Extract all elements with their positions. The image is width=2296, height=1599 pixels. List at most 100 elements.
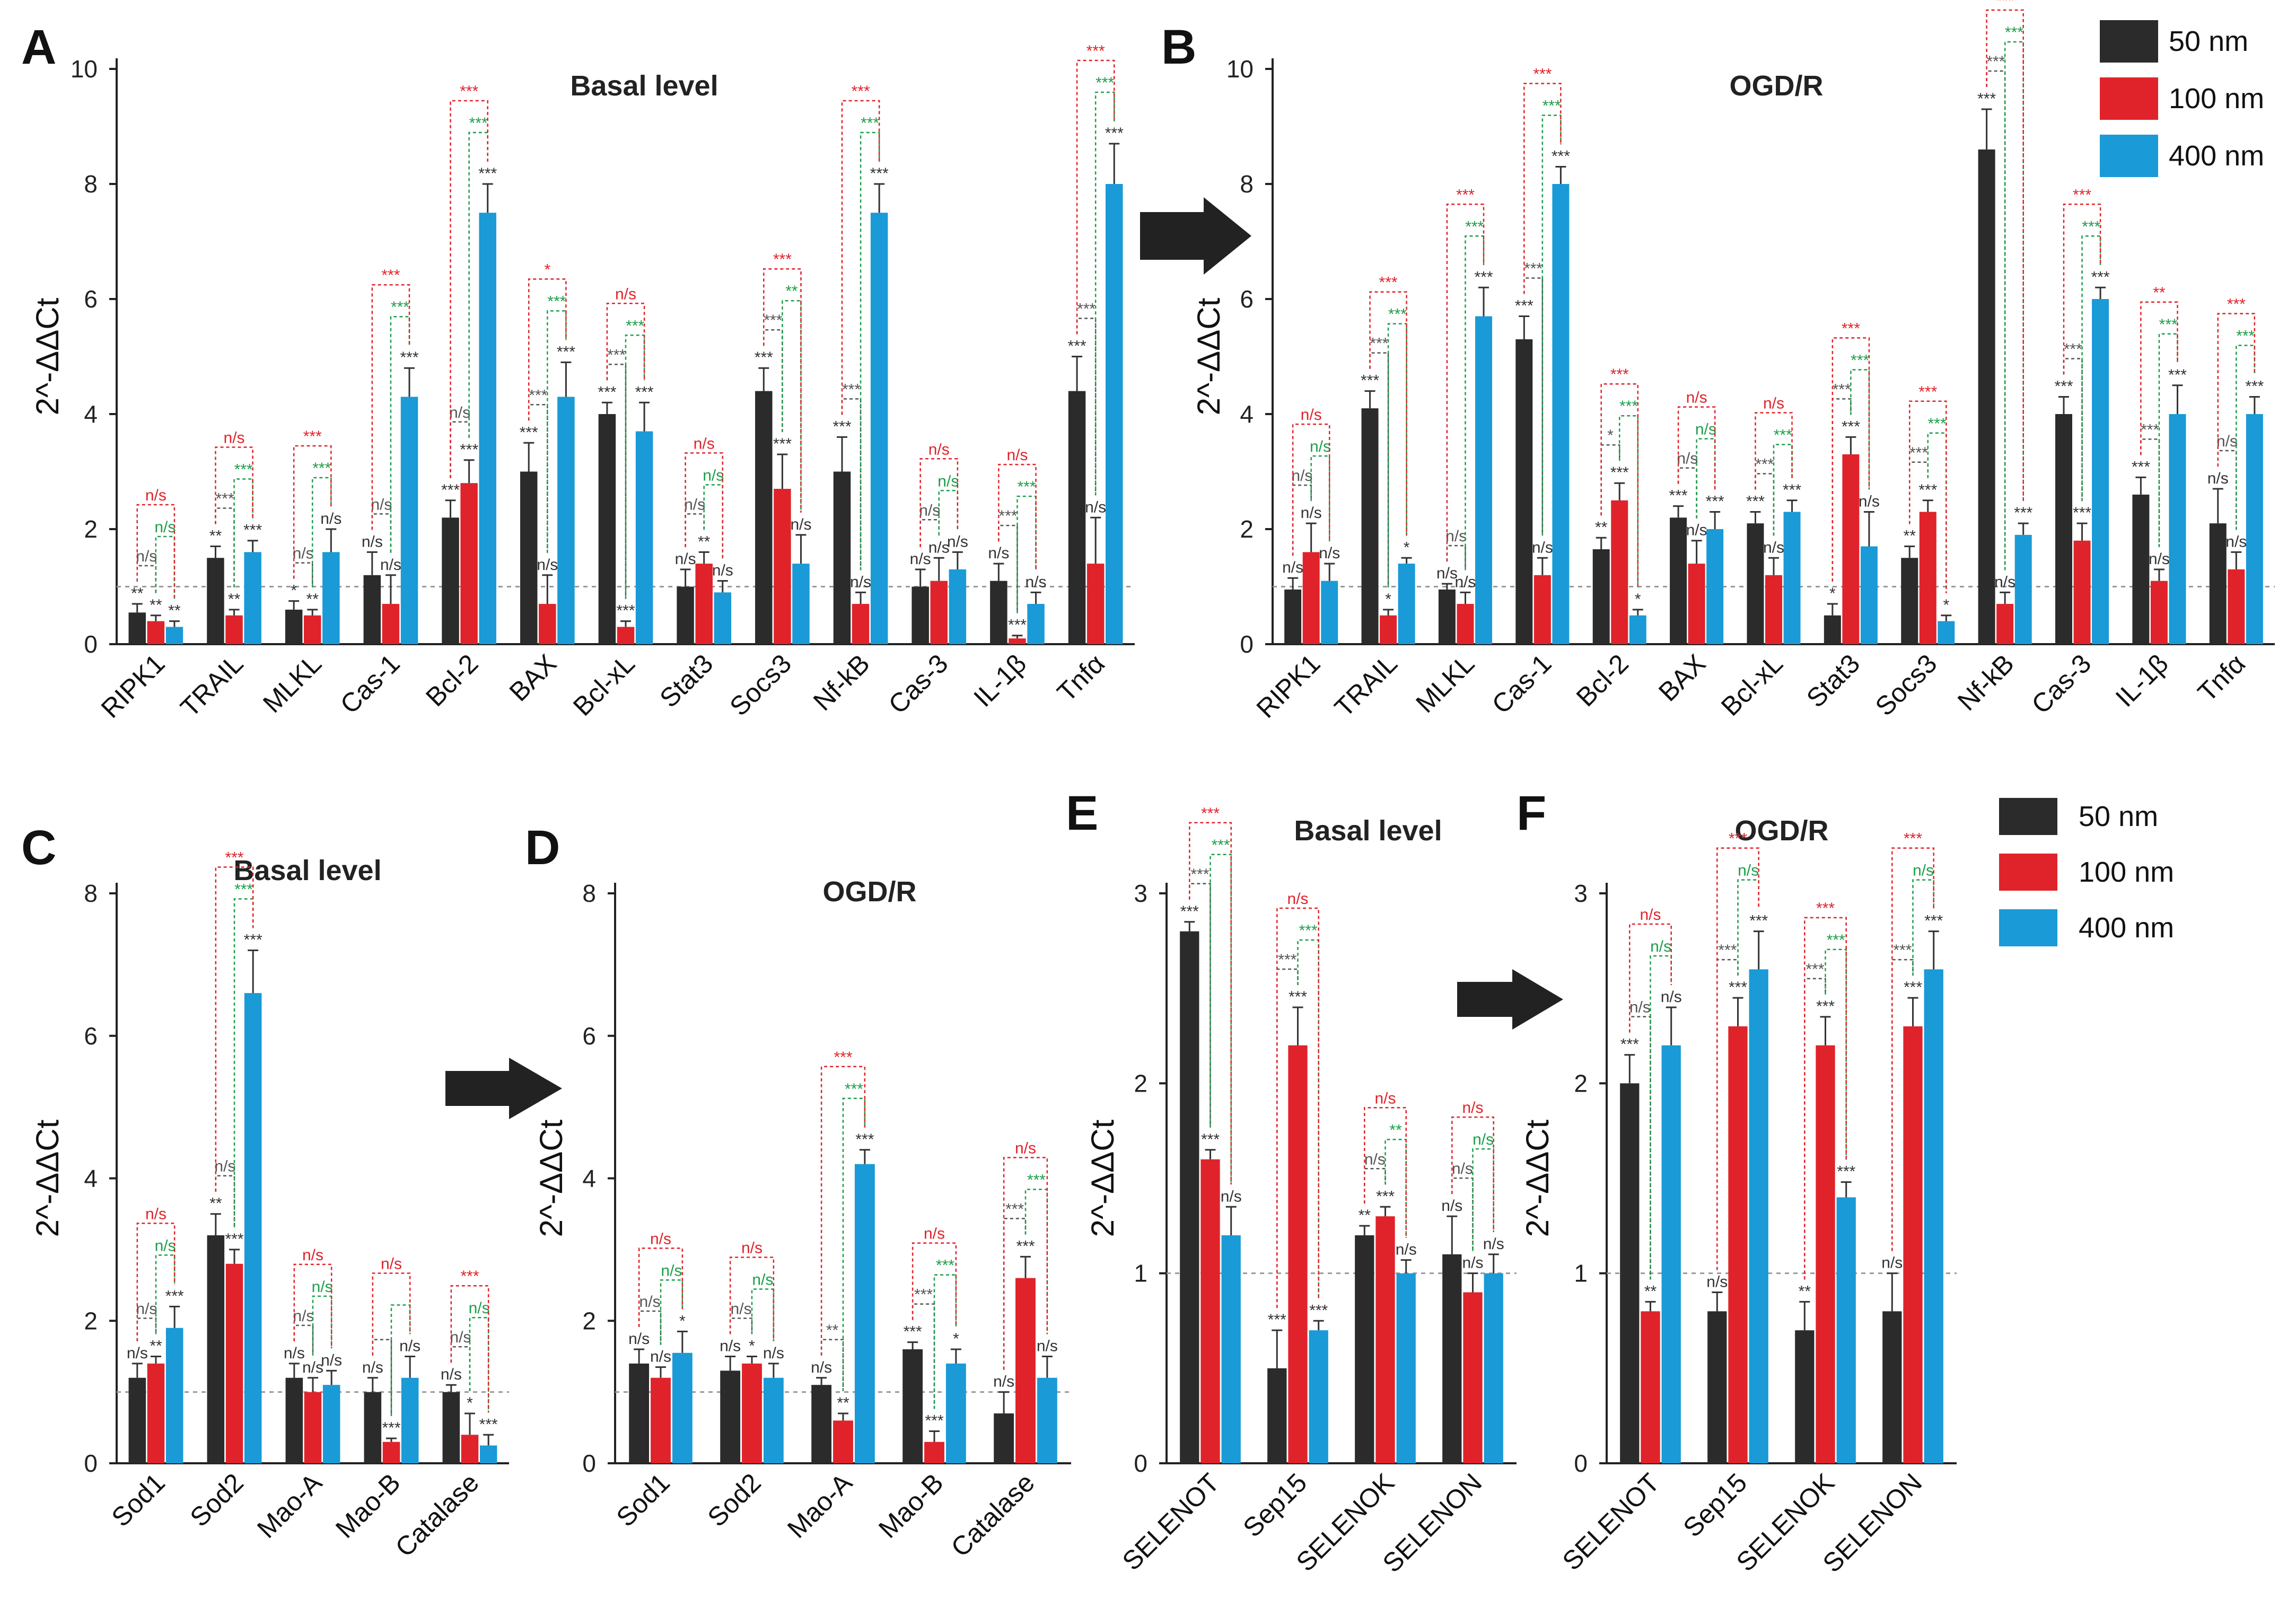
panel-e-category-label: SELENOT [1117,1468,1225,1576]
panel-a-bracket-r [528,278,567,421]
panel-c-bar-sig-label: n/s [362,1359,383,1376]
panel-a-category-label: Socs3 [724,648,797,722]
panel-f-bar-sig-label: n/s [1661,988,1682,1006]
panel-b-bar-sig-label: *** [1842,418,1860,435]
panel-b-category-label: Cas-1 [1486,648,1557,719]
panel-a-bar-Tnfα-50nm [1068,391,1086,644]
panel-d-y-tick-label: 2 [582,1307,596,1334]
panel-f-bar-sig-label: n/s [1706,1273,1728,1291]
panel-a-bracket-label: *** [861,115,879,132]
panel-a-bracket-label: *** [381,267,400,284]
panel-b-bar-Socs3-50nm [1901,558,1918,644]
panel-e-bracket-label: *** [1190,866,1209,883]
panel-a-bracket-r [450,100,488,478]
panel-e-bracket-r [1276,907,1319,1308]
panel-a-bracket-label: n/s [937,472,959,490]
panel-b-bar-MLKL-100nm [1457,604,1474,644]
panel-a-bar-IL-1β-400nm [1027,604,1045,644]
panel-e-bar-Sep15-400nm [1309,1330,1328,1463]
panel-e-bar-Sep15-100nm [1288,1045,1308,1463]
panel-a-bar-sig-label: *** [870,165,889,182]
panel-d-bar-sig-label: n/s [628,1330,650,1348]
panel-d-bracket-label: *** [1027,1171,1046,1189]
panel-b-bar-sig-label: * [1404,539,1410,556]
panel-b-bar-sig-label: n/s [2207,470,2229,487]
panel-c-bar-Sod1-100nm [147,1363,165,1463]
panel-c-bracket-label: n/s [155,1237,176,1254]
panel-c-bracket-label: *** [460,1268,479,1285]
panel-a-bar-sig-label: *** [1068,338,1086,355]
panel-d-bracket-label: n/s [661,1262,682,1279]
panel-a-bracket-g [625,335,645,599]
panel-b-bracket-label: *** [1524,260,1543,278]
panel-a-bracket-label: *** [842,381,861,398]
panel-a-bar-Socs3-100nm [774,489,791,644]
panel-d-bracket-r [638,1247,683,1327]
panel-f-bracket-label: *** [1718,942,1737,959]
panel-f-bar-sig-label: ** [1644,1282,1657,1300]
panel-c-bar-Catalase-400nm [479,1445,497,1463]
panel-a-bar-Nf-kB-50nm [833,471,851,644]
panel-d-bar-Sod2-50nm [720,1370,741,1463]
panel-b-bar-sig-label: *** [2245,377,2264,395]
panel-b-bracket-label: *** [2073,186,2091,204]
panel-a-bar-Cas-3-50nm [912,586,929,644]
panel-a-bar-sig-label: * [291,582,297,600]
panel-b-bar-Cas-1-50nm [1515,339,1533,644]
panel-e-bracket-label: *** [1212,837,1230,854]
panel-d-bar-sig-label: n/s [763,1345,784,1362]
panel-a-bar-sig-label: n/s [988,544,1009,562]
panel-b-bar-sig-label: *** [2073,504,2091,522]
panel-f-bracket-label: n/s [1738,862,1759,880]
panel-d-bar-sig-label: *** [925,1412,943,1430]
panel-d-bracket-label: n/s [741,1239,763,1257]
panel-c-bracket-r [136,1223,176,1341]
panel-c-bar-Sod2-400nm [244,993,262,1463]
panel-c-category-label: Sod1 [106,1468,171,1532]
panel-b-bracket-r [1908,400,1947,593]
panel-d-bracket-label: *** [936,1257,954,1275]
legend-top-swatch-100 [2100,77,2158,120]
panel-a-category-label: Nf-kB [808,648,875,716]
panel-a-bracket-label: n/s [154,519,176,536]
panel-b-bracket-label: n/s [1445,528,1467,545]
panel-a-y-tick-label: 2 [84,515,98,543]
panel-d-bar-Mao-A-400nm [854,1164,875,1463]
panel-b-bar-sig-label: * [1385,591,1391,608]
panel-f-bar-sig-label: *** [1924,912,1943,930]
panel-d-bar-Mao-B-100nm [924,1442,944,1463]
legend-top: 50 nm 100 nm 400 nm [2100,20,2264,177]
panel-a-bar-sig-label: n/s [380,556,401,574]
panel-a-bracket-label: n/s [136,548,157,565]
panel-b-bracket-label: *** [1996,0,2014,10]
panel-f-bracket-label: n/s [1640,906,1661,924]
legend-bottom-label-100: 100 nm [2079,856,2174,888]
panel-a-bar-Bcl-2-400nm [479,213,496,644]
panel-a-bracket-label: *** [852,83,870,100]
panel-a-bar-sig-label: *** [755,349,773,366]
panel-a-bar-sig-label: *** [635,383,654,401]
panel-b-bar-sig-label: *** [1669,487,1688,505]
panel-e-title: Basal level [1294,815,1442,847]
panel-a-bar-sig-label: *** [616,602,635,620]
panel-b-bar-sig-label: *** [1552,147,1570,165]
panel-c-bar-sig-label: n/s [284,1345,305,1362]
panel-b-bar-sig-label: *** [1746,493,1765,510]
panel-a-category-label: IL-1β [968,648,1032,713]
panel-c-bar-sig-label: ** [150,1337,162,1355]
panel-a-bracket-label: *** [764,312,782,329]
panel-a-bracket-label: n/s [928,441,950,458]
panel-a-bracket-label: n/s [449,404,470,421]
panel-b-bar-Stat3-400nm [1860,546,1878,644]
panel-b-bar-Bcl-2-400nm [1629,615,1646,644]
panel-c-bar-Mao-B-400nm [401,1377,419,1463]
panel-f-chart: OGD/R 01232^-ΔΔCt*****n/sn/sn/sn/sSELENO… [1520,815,1957,1578]
panel-c-bar-Mao-A-400nm [322,1385,340,1463]
panel-d-bracket-g [660,1279,683,1345]
panel-d-bar-sig-label: n/s [650,1348,671,1366]
panel-e-bar-sig-label: *** [1309,1302,1328,1319]
panel-c-bracket-g [155,1254,176,1334]
panel-b-bracket-g [1541,115,1562,536]
